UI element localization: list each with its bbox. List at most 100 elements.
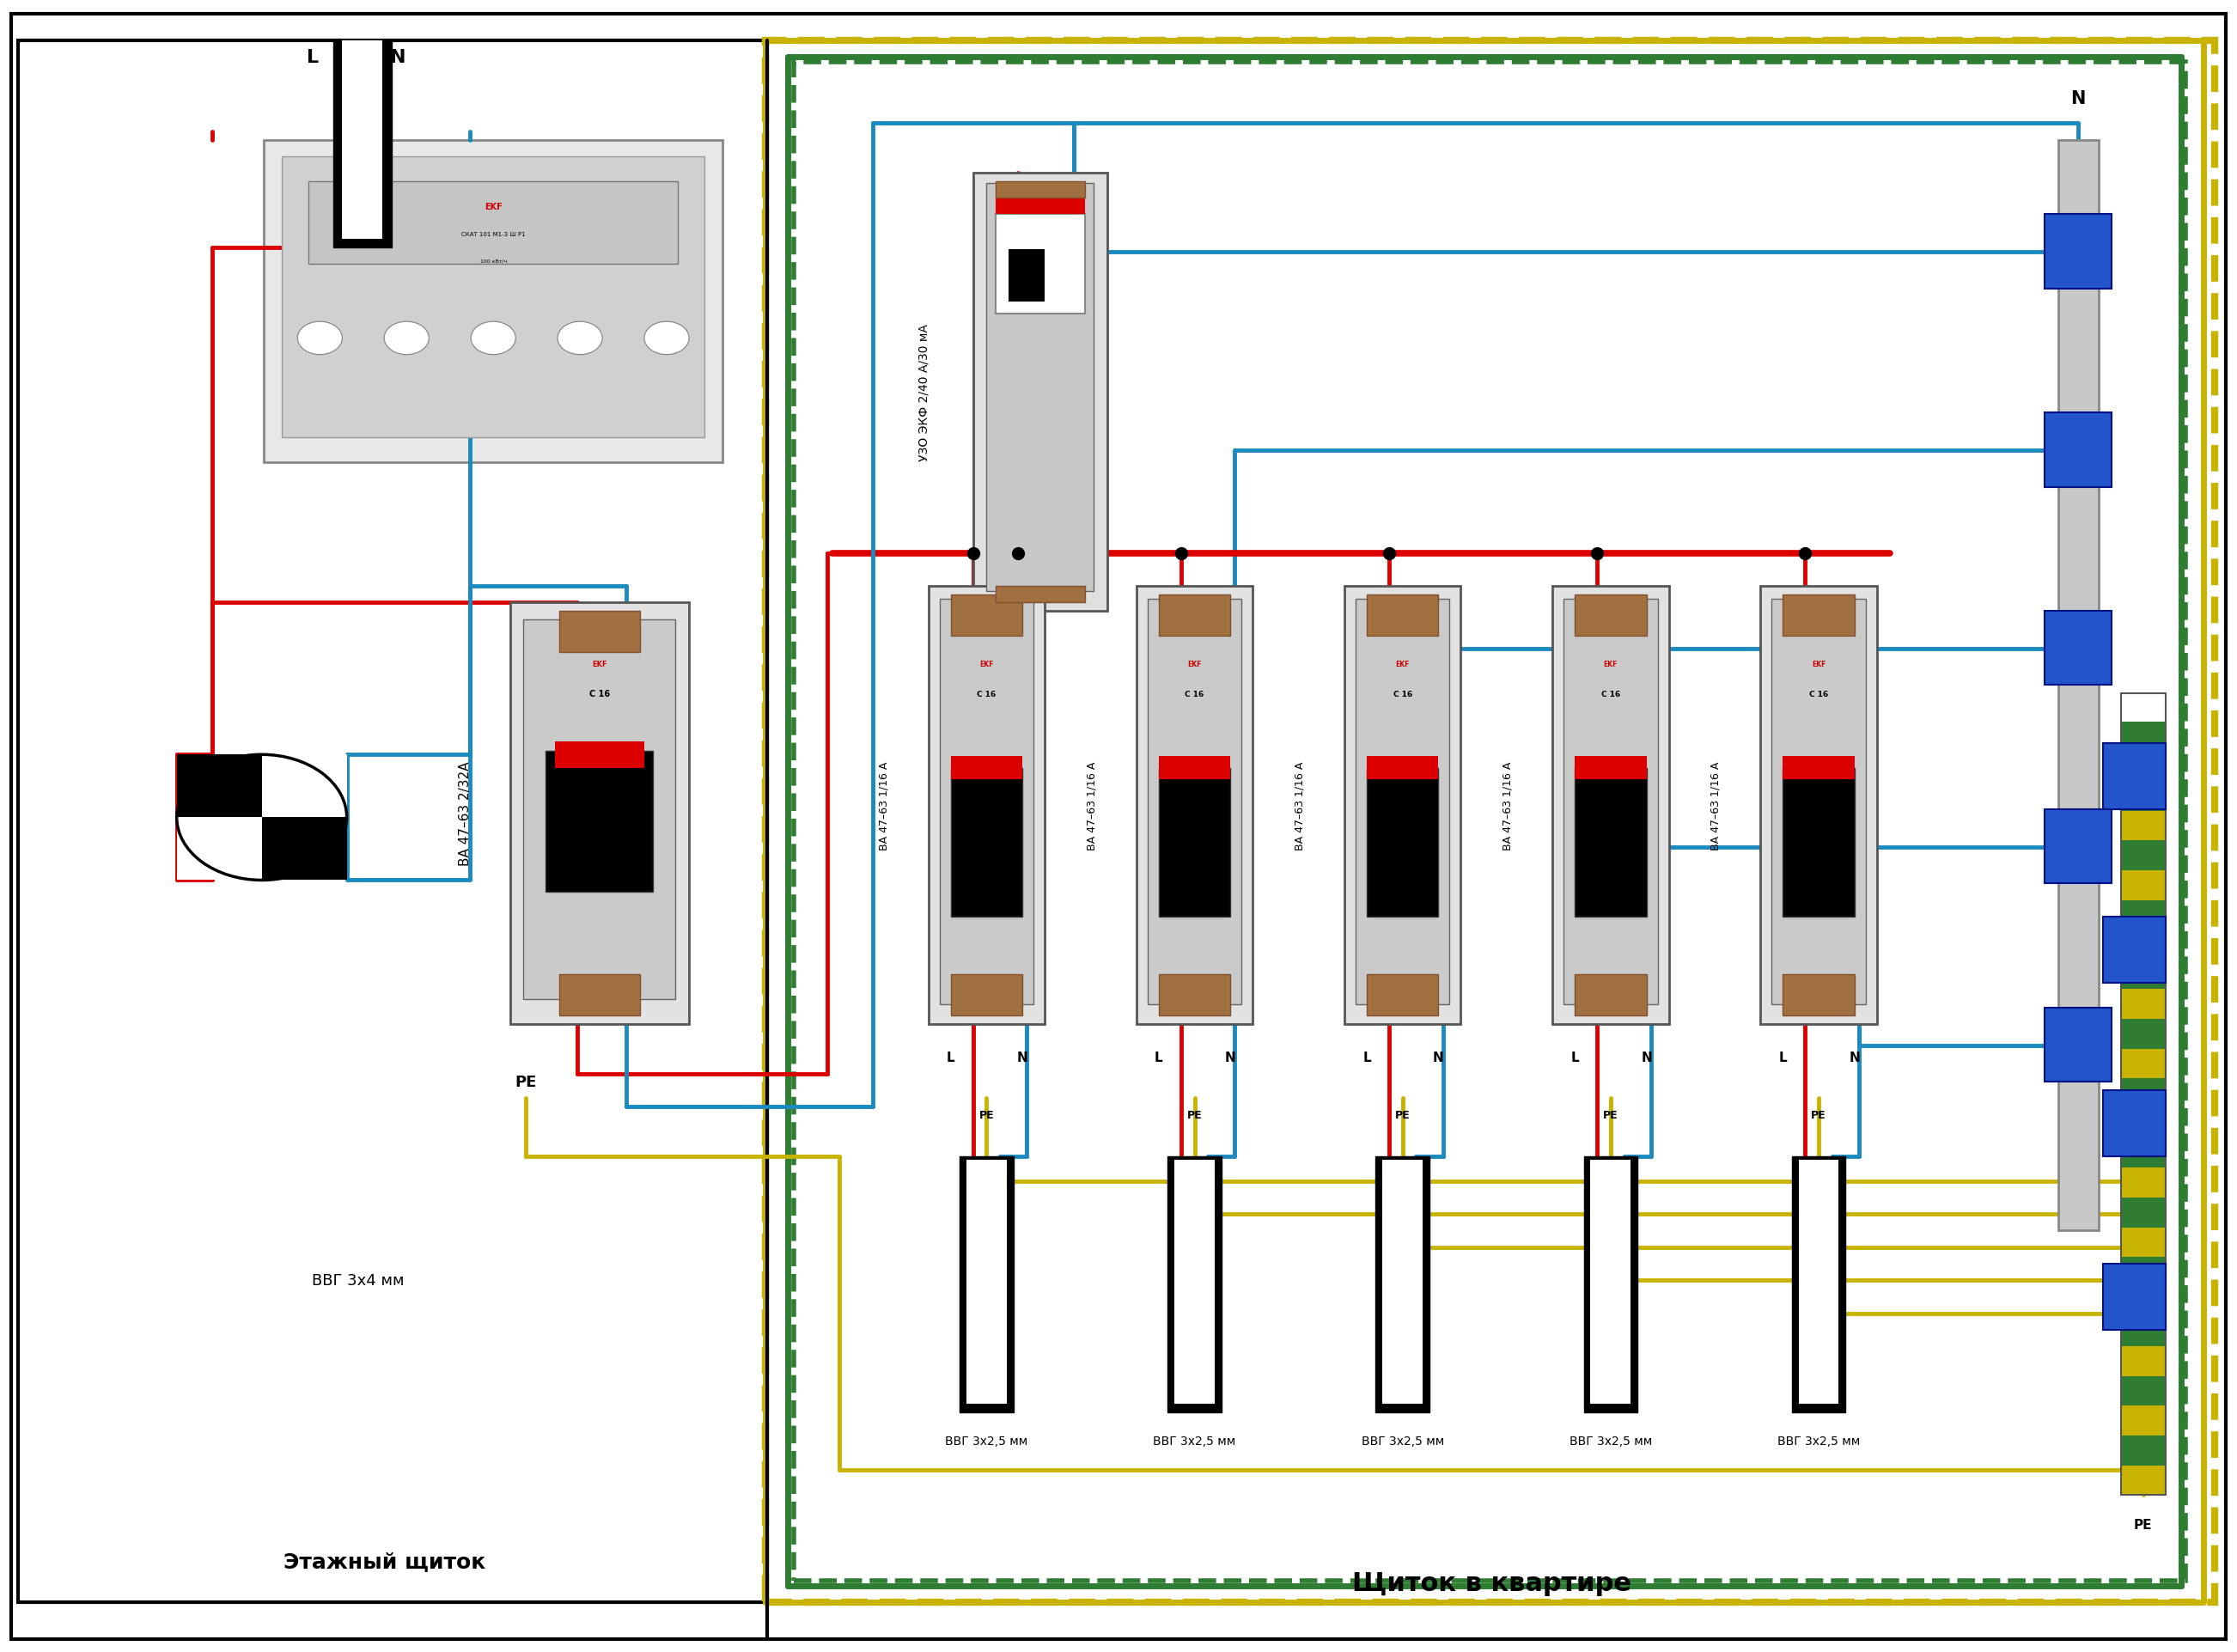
Bar [2121, 811, 2165, 841]
Text: ВВГ 3х2,5 мм: ВВГ 3х2,5 мм [1570, 1434, 1651, 1447]
Bar [995, 192, 1085, 215]
Bar [1591, 1160, 1631, 1404]
Bar [2121, 722, 2165, 752]
Bar [1367, 975, 1438, 1016]
Bar [2103, 1090, 2165, 1156]
Bar [1783, 595, 1854, 636]
Text: ВВГ 3х2,5 мм: ВВГ 3х2,5 мм [1154, 1434, 1235, 1447]
Bar [1136, 586, 1253, 1024]
Bar [1799, 1160, 1839, 1404]
Bar [951, 757, 1022, 780]
Bar [2121, 694, 2165, 1495]
Bar [1552, 586, 1669, 1024]
Text: C 16: C 16 [1810, 691, 1828, 697]
Polygon shape [177, 755, 262, 818]
Bar [2121, 930, 2165, 960]
Text: N: N [1850, 1051, 1859, 1064]
Bar [1575, 595, 1646, 636]
Text: L: L [306, 50, 320, 66]
Bar [2121, 960, 2165, 990]
Bar [1382, 1160, 1423, 1404]
Circle shape [385, 322, 430, 355]
Bar [1772, 600, 1866, 1004]
Bar [559, 975, 640, 1016]
Text: ВА 47–63 2/32А: ВА 47–63 2/32А [459, 762, 472, 866]
Bar [1159, 595, 1230, 636]
Bar [1792, 1156, 1846, 1412]
Bar [1564, 600, 1658, 1004]
Bar [2045, 215, 2112, 289]
Text: N: N [389, 50, 407, 66]
Bar [1148, 600, 1242, 1004]
Text: C 16: C 16 [1394, 691, 1412, 697]
Bar [1174, 1160, 1215, 1404]
Bar [1575, 975, 1646, 1016]
Text: PE: PE [1396, 1110, 1409, 1120]
Bar [510, 603, 689, 1024]
Text: C 16: C 16 [1186, 691, 1204, 697]
Text: EKF: EKF [980, 661, 993, 667]
Bar [546, 752, 653, 892]
Text: C 16: C 16 [1602, 691, 1620, 697]
Text: EKF: EKF [1033, 183, 1047, 190]
Polygon shape [262, 818, 347, 881]
Bar [2121, 1138, 2165, 1168]
Text: N: N [1642, 1051, 1651, 1064]
Bar [559, 611, 640, 653]
Text: УЗО ЭКФ 2/40 А/30 мА: УЗО ЭКФ 2/40 А/30 мА [917, 324, 931, 461]
Text: L: L [1778, 1051, 1787, 1064]
Bar [555, 742, 644, 768]
Bar [960, 1156, 1013, 1412]
Text: PE: PE [1812, 1110, 1825, 1120]
Bar [1159, 757, 1230, 780]
Bar [2058, 140, 2098, 1231]
Bar [2121, 1108, 2165, 1138]
Bar [2121, 1287, 2165, 1317]
Text: Этажный щиток: Этажный щиток [284, 1551, 485, 1571]
Text: СКАТ 101 М1-3 Ш Р1: СКАТ 101 М1-3 Ш Р1 [461, 231, 526, 238]
Bar [264, 140, 723, 463]
Text: N: N [2071, 91, 2085, 107]
Bar [940, 600, 1033, 1004]
Circle shape [470, 322, 515, 355]
Text: ВВГ 3х2,5 мм: ВВГ 3х2,5 мм [1362, 1434, 1443, 1447]
Bar [333, 41, 391, 248]
Text: ВА 47–63 1/16 А: ВА 47–63 1/16 А [1295, 762, 1304, 849]
Bar [765, 41, 2215, 1602]
Bar [2121, 1019, 2165, 1049]
Text: ВА 47–63 1/16 А: ВА 47–63 1/16 А [1711, 762, 1720, 849]
Text: Щиток в квартире: Щиток в квартире [1353, 1569, 1631, 1596]
Text: EKF: EKF [1188, 661, 1201, 667]
Bar [18, 41, 767, 1602]
Bar [1783, 975, 1854, 1016]
Bar [1344, 586, 1461, 1024]
Bar [2121, 900, 2165, 930]
Bar [2121, 1317, 2165, 1346]
Bar [987, 183, 1094, 591]
Text: PE: PE [515, 1074, 537, 1090]
Text: PE: PE [980, 1110, 993, 1120]
Polygon shape [177, 818, 262, 881]
Bar [342, 41, 383, 240]
Bar [1783, 757, 1854, 780]
Bar [2103, 1264, 2165, 1330]
Bar [2121, 752, 2165, 781]
Bar [1367, 757, 1438, 780]
Polygon shape [262, 755, 347, 818]
Bar [995, 182, 1085, 198]
Text: EKF: EKF [1396, 661, 1409, 667]
Bar [951, 975, 1022, 1016]
Text: 100 кВт/ч: 100 кВт/ч [479, 259, 508, 263]
Bar [2121, 1257, 2165, 1287]
Bar [2121, 1168, 2165, 1198]
Circle shape [298, 322, 342, 355]
Bar [2121, 1049, 2165, 1079]
Text: L: L [1362, 1051, 1371, 1064]
Text: ВА 47–63 1/16 А: ВА 47–63 1/16 А [879, 762, 888, 849]
Text: N: N [1018, 1051, 1027, 1064]
Bar [2121, 841, 2165, 871]
Text: L: L [946, 1051, 955, 1064]
Text: EKF: EKF [1604, 661, 1617, 667]
Bar [1159, 975, 1230, 1016]
Bar [1575, 768, 1646, 917]
